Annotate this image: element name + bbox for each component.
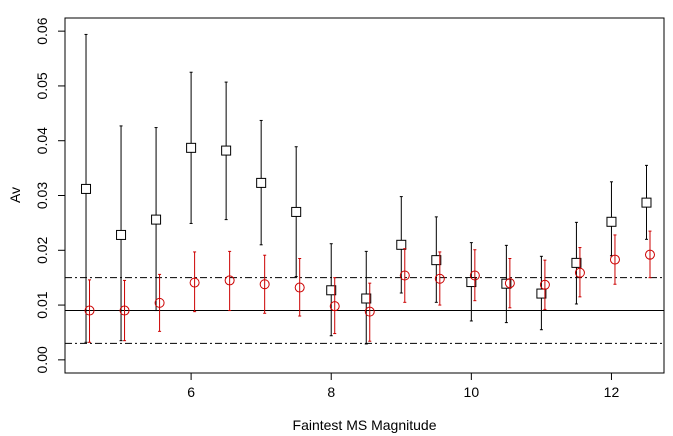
y-axis: 0.00 0.01 0.02 0.03 0.04 0.05 0.06 bbox=[34, 17, 65, 373]
data-point-square bbox=[361, 293, 372, 304]
plot-frame bbox=[64, 17, 665, 374]
y-tick-label: 0.05 bbox=[34, 72, 50, 99]
data-point-circle bbox=[189, 277, 200, 288]
data-point-square bbox=[571, 257, 582, 268]
data-point-circle bbox=[294, 282, 305, 293]
data-point-circle bbox=[154, 297, 165, 308]
data-point-circle bbox=[434, 273, 445, 284]
data-point-circle bbox=[364, 306, 375, 317]
series-1 bbox=[81, 33, 652, 345]
data-point-square bbox=[431, 255, 442, 266]
x-tick-label: 6 bbox=[187, 384, 195, 400]
data-point-square bbox=[116, 229, 127, 240]
x-tick-label: 8 bbox=[327, 384, 335, 400]
data-point-circle bbox=[259, 279, 270, 290]
reference-lines bbox=[65, 277, 664, 344]
series-2 bbox=[84, 230, 655, 343]
data-point-square bbox=[256, 177, 267, 188]
y-axis-label: Av bbox=[7, 187, 23, 203]
data-point-circle bbox=[224, 275, 235, 286]
data-point-circle bbox=[644, 249, 655, 260]
y-tick-label: 0.04 bbox=[34, 127, 50, 154]
x-tick-label: 10 bbox=[464, 384, 480, 400]
data-point-circle bbox=[119, 305, 130, 316]
data-point-circle bbox=[469, 270, 480, 281]
data-point-circle bbox=[329, 301, 340, 312]
data-point-square bbox=[536, 288, 547, 299]
y-tick-label: 0.03 bbox=[34, 182, 50, 209]
x-axis-label: Faintest MS Magnitude bbox=[293, 417, 437, 433]
data-point-square bbox=[606, 216, 617, 227]
y-tick-label: 0.01 bbox=[34, 291, 50, 318]
data-point-circle bbox=[504, 278, 515, 289]
y-tick-label: 0.00 bbox=[34, 346, 50, 373]
x-tick-label: 12 bbox=[604, 384, 620, 400]
y-tick-label: 0.06 bbox=[34, 17, 50, 44]
data-point-circle bbox=[539, 279, 550, 290]
data-point-circle bbox=[574, 267, 585, 278]
y-tick-label: 0.02 bbox=[34, 236, 50, 263]
series-layer bbox=[81, 33, 655, 345]
data-point-square bbox=[501, 278, 512, 289]
x-axis: 6 8 10 12 bbox=[187, 373, 619, 400]
data-point-square bbox=[221, 145, 232, 156]
data-point-square bbox=[326, 285, 337, 296]
data-point-square bbox=[396, 239, 407, 250]
data-point-square bbox=[151, 214, 162, 225]
data-point-square bbox=[291, 206, 302, 217]
data-point-square bbox=[186, 142, 197, 153]
data-point-square bbox=[81, 183, 92, 194]
data-point-square bbox=[641, 197, 652, 208]
data-point-circle bbox=[84, 305, 95, 316]
data-point-circle bbox=[399, 270, 410, 281]
data-point-circle bbox=[609, 254, 620, 265]
data-point-square bbox=[466, 277, 477, 288]
